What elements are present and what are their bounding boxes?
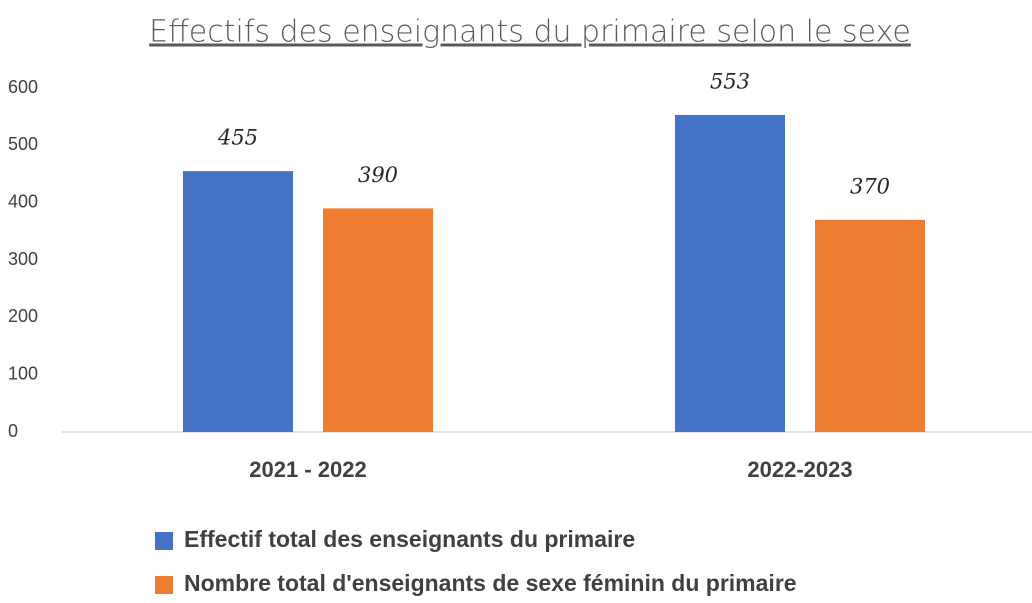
y-tick-label: 400: [8, 191, 38, 211]
bar: [183, 171, 293, 432]
y-tick-label: 600: [8, 77, 38, 97]
data-label: 390: [358, 163, 398, 187]
y-tick-label: 200: [8, 306, 38, 326]
bar: [815, 219, 925, 432]
legend-label: Nombre total d'enseignants de sexe fémin…: [184, 570, 797, 596]
legend-swatch: [155, 576, 173, 594]
y-tick-label: 100: [8, 363, 38, 383]
chart-title: Effectifs des enseignants du primaire se…: [149, 15, 911, 50]
x-tick-label: 2022-2023: [747, 457, 852, 482]
x-tick-label: 2021 - 2022: [249, 457, 366, 482]
bar: [323, 208, 433, 432]
data-label: 553: [710, 69, 750, 93]
data-label: 370: [850, 174, 890, 198]
data-label: 455: [217, 126, 258, 150]
bar: [675, 114, 785, 433]
y-tick-label: 0: [8, 421, 18, 441]
y-tick-label: 500: [8, 134, 38, 154]
y-tick-label: 300: [8, 249, 38, 269]
legend-swatch: [155, 532, 173, 550]
legend-label: Effectif total des enseignants du primai…: [184, 526, 635, 552]
